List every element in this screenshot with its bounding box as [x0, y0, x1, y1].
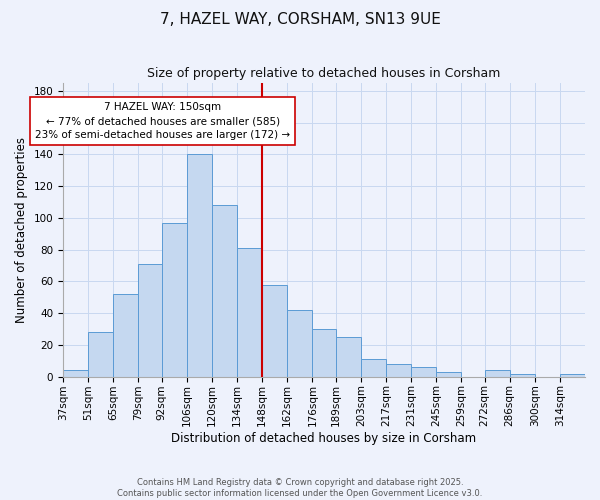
- Bar: [436, 372, 461, 376]
- Bar: [560, 374, 585, 376]
- Bar: [313, 329, 335, 376]
- Text: Contains HM Land Registry data © Crown copyright and database right 2025.
Contai: Contains HM Land Registry data © Crown c…: [118, 478, 482, 498]
- Bar: [113, 294, 139, 376]
- Bar: [485, 370, 509, 376]
- Y-axis label: Number of detached properties: Number of detached properties: [15, 137, 28, 323]
- Bar: [335, 337, 361, 376]
- Title: Size of property relative to detached houses in Corsham: Size of property relative to detached ho…: [148, 68, 501, 80]
- Bar: [509, 374, 535, 376]
- Bar: [411, 367, 436, 376]
- Bar: [361, 359, 386, 376]
- Bar: [386, 364, 411, 376]
- Text: 7, HAZEL WAY, CORSHAM, SN13 9UE: 7, HAZEL WAY, CORSHAM, SN13 9UE: [160, 12, 440, 28]
- Bar: [139, 264, 161, 376]
- Bar: [88, 332, 113, 376]
- Bar: [237, 248, 262, 376]
- Bar: [212, 206, 237, 376]
- Bar: [63, 370, 88, 376]
- Bar: [161, 222, 187, 376]
- Bar: [187, 154, 212, 376]
- Text: 7 HAZEL WAY: 150sqm
← 77% of detached houses are smaller (585)
23% of semi-detac: 7 HAZEL WAY: 150sqm ← 77% of detached ho…: [35, 102, 290, 140]
- Bar: [262, 284, 287, 376]
- X-axis label: Distribution of detached houses by size in Corsham: Distribution of detached houses by size …: [172, 432, 476, 445]
- Bar: [287, 310, 313, 376]
